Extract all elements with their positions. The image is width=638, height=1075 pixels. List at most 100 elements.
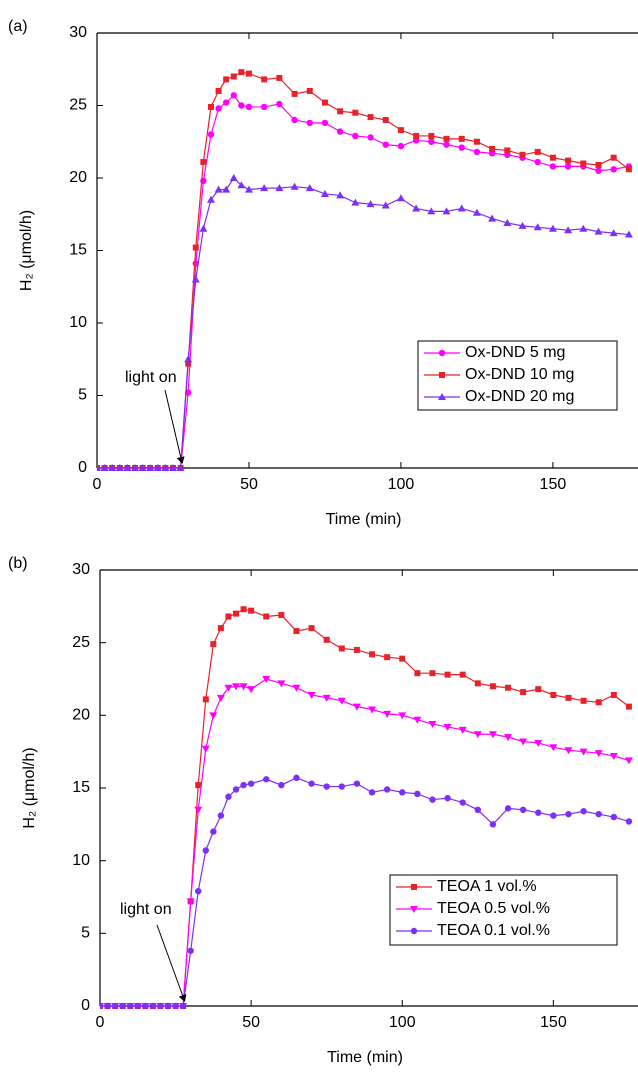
data-point — [549, 154, 556, 161]
data-point — [176, 464, 185, 471]
data-point — [240, 781, 247, 789]
data-point — [222, 99, 230, 106]
series-line — [97, 177, 629, 469]
data-point — [472, 208, 481, 216]
x-tick-label: 0 — [93, 476, 102, 493]
data-point — [127, 1002, 134, 1009]
data-point — [260, 184, 269, 192]
annotation: light on — [125, 369, 177, 386]
data-point — [338, 645, 345, 652]
data-point — [535, 809, 542, 816]
data-point — [320, 189, 329, 197]
data-point — [535, 686, 542, 693]
data-point — [625, 166, 632, 173]
data-point — [399, 789, 406, 796]
data-point — [308, 780, 315, 787]
data-point — [168, 464, 177, 471]
data-point — [232, 786, 240, 793]
data-point — [215, 105, 222, 112]
data-point — [186, 898, 195, 906]
data-point — [201, 745, 210, 753]
y-tick-label: 20 — [72, 707, 90, 724]
data-point — [473, 148, 481, 156]
data-point — [225, 793, 232, 800]
series-line — [100, 608, 630, 1007]
data-point — [534, 158, 541, 166]
data-point — [293, 628, 300, 635]
data-point — [443, 141, 450, 148]
data-point — [474, 806, 482, 813]
data-point — [210, 641, 217, 648]
data-point — [97, 464, 101, 471]
data-point — [550, 812, 557, 819]
x-tick-label: 100 — [389, 1014, 416, 1031]
data-point — [353, 646, 360, 653]
data-point — [565, 157, 572, 164]
data-point — [413, 716, 422, 724]
data-point — [367, 134, 374, 141]
data-point — [624, 757, 633, 765]
data-point — [202, 847, 209, 854]
data-point — [534, 739, 543, 747]
data-point — [108, 464, 117, 471]
data-point — [580, 697, 587, 704]
data-point — [306, 88, 313, 94]
data-point — [564, 226, 573, 234]
data-point — [207, 103, 214, 110]
data-point — [519, 806, 527, 813]
data-point — [248, 607, 255, 614]
x-axis-label: Time (min) — [326, 511, 402, 528]
data-point — [149, 1002, 157, 1009]
data-point — [210, 828, 217, 835]
data-point — [579, 748, 588, 756]
data-point — [505, 684, 512, 691]
data-point — [352, 132, 359, 140]
data-point — [199, 224, 208, 232]
data-point — [428, 721, 437, 729]
legend-label: Ox-DND 10 mg — [465, 366, 574, 383]
y-tick-label: 10 — [72, 852, 90, 869]
annotation: light on — [120, 901, 172, 918]
data-point — [443, 135, 450, 142]
y-tick-label: 5 — [78, 387, 87, 404]
y-tick-label: 15 — [72, 779, 90, 796]
data-point — [489, 821, 497, 828]
data-point — [444, 794, 451, 802]
data-point — [157, 1002, 164, 1009]
data-point — [293, 774, 300, 782]
data-point — [292, 684, 301, 692]
data-point — [322, 694, 331, 702]
data-point — [565, 810, 572, 818]
data-point — [504, 147, 511, 154]
data-point — [367, 114, 374, 121]
series-line — [97, 94, 629, 469]
y-tick-label: 20 — [69, 169, 87, 186]
data-point — [595, 810, 602, 818]
data-point — [214, 185, 223, 193]
data-point — [429, 796, 436, 803]
data-point — [442, 207, 451, 215]
data-point — [217, 812, 225, 819]
data-point — [115, 464, 124, 471]
data-point — [595, 167, 602, 174]
y-tick-label: 25 — [69, 97, 87, 114]
legend-marker — [410, 906, 418, 913]
data-point — [594, 227, 603, 235]
data-point — [610, 154, 617, 161]
data-point — [130, 464, 139, 471]
data-point — [549, 163, 557, 170]
data-point — [262, 676, 271, 683]
data-point — [459, 671, 466, 678]
data-point — [230, 92, 237, 99]
data-point — [239, 683, 248, 691]
x-tick-label: 150 — [540, 476, 567, 493]
y-axis-label: H₂ (μmol/h) — [21, 747, 38, 828]
data-point — [179, 1002, 187, 1009]
data-point — [519, 738, 528, 746]
data-point — [153, 464, 162, 471]
series-line — [100, 678, 630, 1007]
data-point — [504, 805, 512, 812]
data-point — [100, 464, 109, 471]
data-point — [383, 786, 391, 793]
